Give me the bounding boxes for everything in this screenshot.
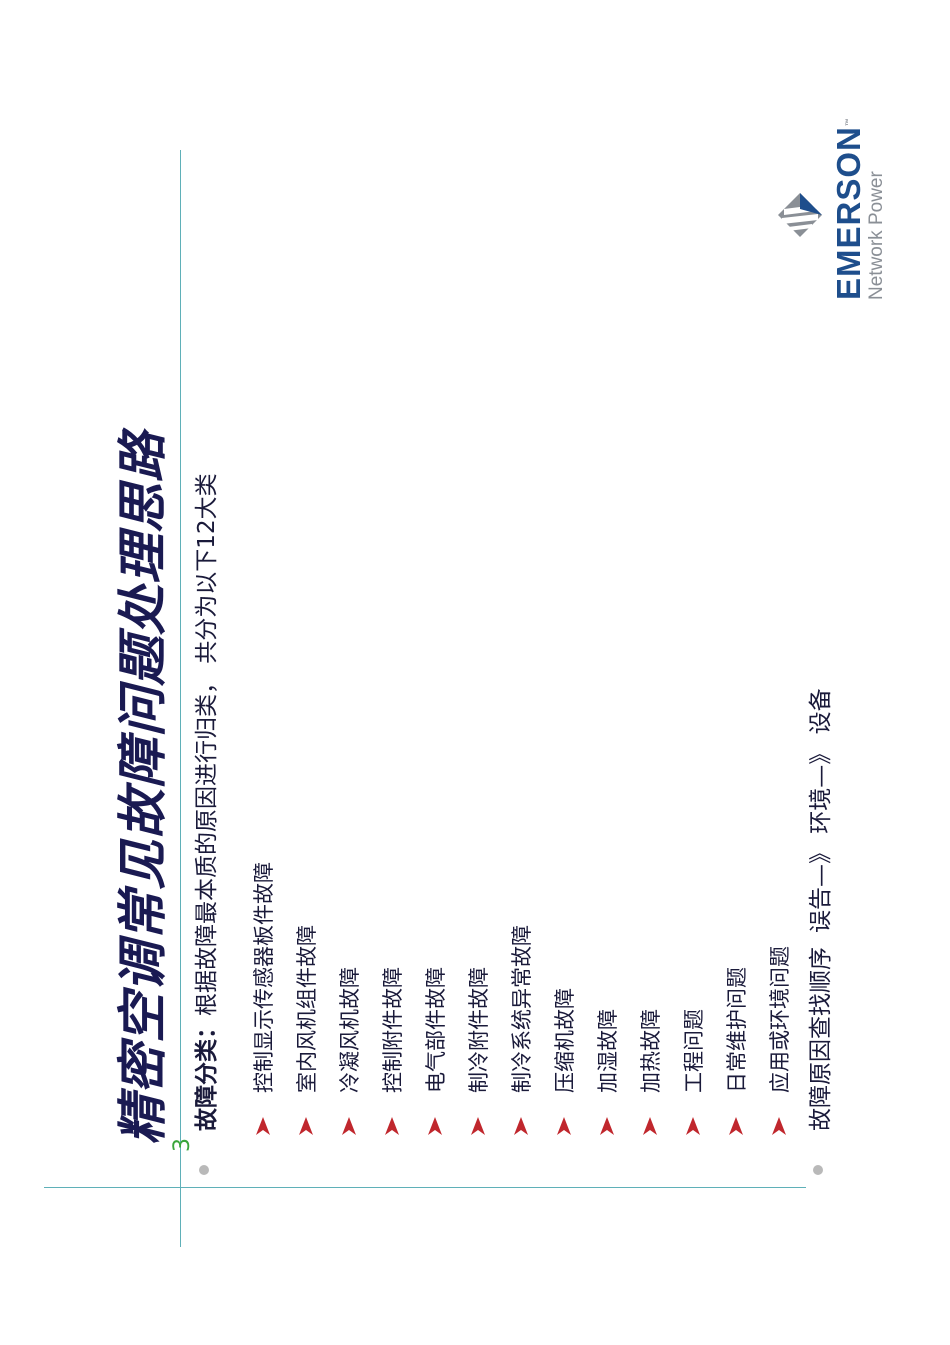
page-number-wrap: 3 [170, 1122, 200, 1152]
list-item: 加湿故障 [585, 862, 628, 1137]
bullet-fault-classification: 故障分类： 根据故障最本质的原因进行归类， 共分为以下12大类 [187, 473, 221, 1175]
list-item: 应用或环境问题 [757, 862, 800, 1137]
category-label: 室内风机组件故障 [294, 925, 319, 1093]
list-item: 工程问题 [671, 862, 714, 1137]
category-label: 应用或环境问题 [767, 946, 792, 1093]
list-item: 电气部件故障 [413, 862, 456, 1137]
bullet-fault-search-order: 故障原因查找顺序 误告—》 环境—》 设备 [801, 688, 835, 1175]
arrowhead-icon [556, 1117, 571, 1135]
category-label: 控制附件故障 [380, 967, 405, 1093]
category-label: 工程问题 [681, 1009, 706, 1093]
arrowhead-icon [728, 1117, 743, 1135]
bullet-dot-icon [813, 1165, 823, 1175]
arrowhead-icon [341, 1117, 356, 1135]
category-label: 电气部件故障 [423, 967, 448, 1093]
bullet-text: 根据故障最本质的原因进行归类， 共分为以下12大类 [194, 473, 220, 1016]
arrowhead-icon [599, 1117, 614, 1135]
page-number: 3 [170, 1138, 195, 1152]
category-label: 制冷系统异常故障 [509, 925, 534, 1093]
category-label: 加热故障 [638, 1009, 663, 1093]
arrowhead-icon [427, 1117, 442, 1135]
category-label: 控制显示传感器板件故障 [251, 862, 276, 1093]
arrowhead-icon [642, 1117, 657, 1135]
bullet-dot-icon [199, 1165, 209, 1175]
logo-text: EMERSON™ Network Power [830, 100, 892, 300]
list-item: 冷凝风机故障 [327, 862, 370, 1137]
arrowhead-icon [513, 1117, 528, 1135]
bullet-label: 故障原因查找顺序 [808, 947, 834, 1131]
list-item: 控制显示传感器板件故障 [241, 862, 284, 1137]
emerson-logo-icon [778, 193, 822, 237]
category-label: 冷凝风机故障 [337, 967, 362, 1093]
bullet-text: 误告—》 环境—》 设备 [808, 688, 834, 933]
arrowhead-icon [384, 1117, 399, 1135]
list-item: 制冷附件故障 [456, 862, 499, 1137]
slide-content: 精密空调常见故障问题处理思路 故障分类： 根据故障最本质的原因进行归类， 共分为… [95, 95, 834, 1195]
vertical-rule [180, 150, 181, 1247]
list-item: 压缩机故障 [542, 862, 585, 1137]
list-item: 室内风机组件故障 [284, 862, 327, 1137]
bullet-label: 故障分类： [194, 1016, 220, 1131]
category-label: 日常维护问题 [724, 967, 749, 1093]
logo-tm: ™ [844, 117, 853, 127]
arrowhead-icon [771, 1117, 786, 1135]
list-item: 日常维护问题 [714, 862, 757, 1137]
arrowhead-icon [298, 1117, 313, 1135]
logo-tagline: Network Power [866, 171, 887, 300]
arrowhead-icon [255, 1117, 270, 1135]
category-list: 控制显示传感器板件故障 室内风机组件故障 冷凝风机故障 控制附件故障 电气部件故… [241, 862, 800, 1137]
category-label: 制冷附件故障 [466, 967, 491, 1093]
logo-brand: EMERSON [830, 126, 867, 300]
logo-area [775, 115, 895, 315]
horizontal-rule [44, 1187, 806, 1188]
list-item: 制冷系统异常故障 [499, 862, 542, 1137]
category-label: 加湿故障 [595, 1009, 620, 1093]
arrowhead-icon [685, 1117, 700, 1135]
slide-title: 精密空调常见故障问题处理思路 [113, 431, 172, 1145]
category-label: 压缩机故障 [552, 988, 577, 1093]
list-item: 控制附件故障 [370, 862, 413, 1137]
arrowhead-icon [470, 1117, 485, 1135]
list-item: 加热故障 [628, 862, 671, 1137]
